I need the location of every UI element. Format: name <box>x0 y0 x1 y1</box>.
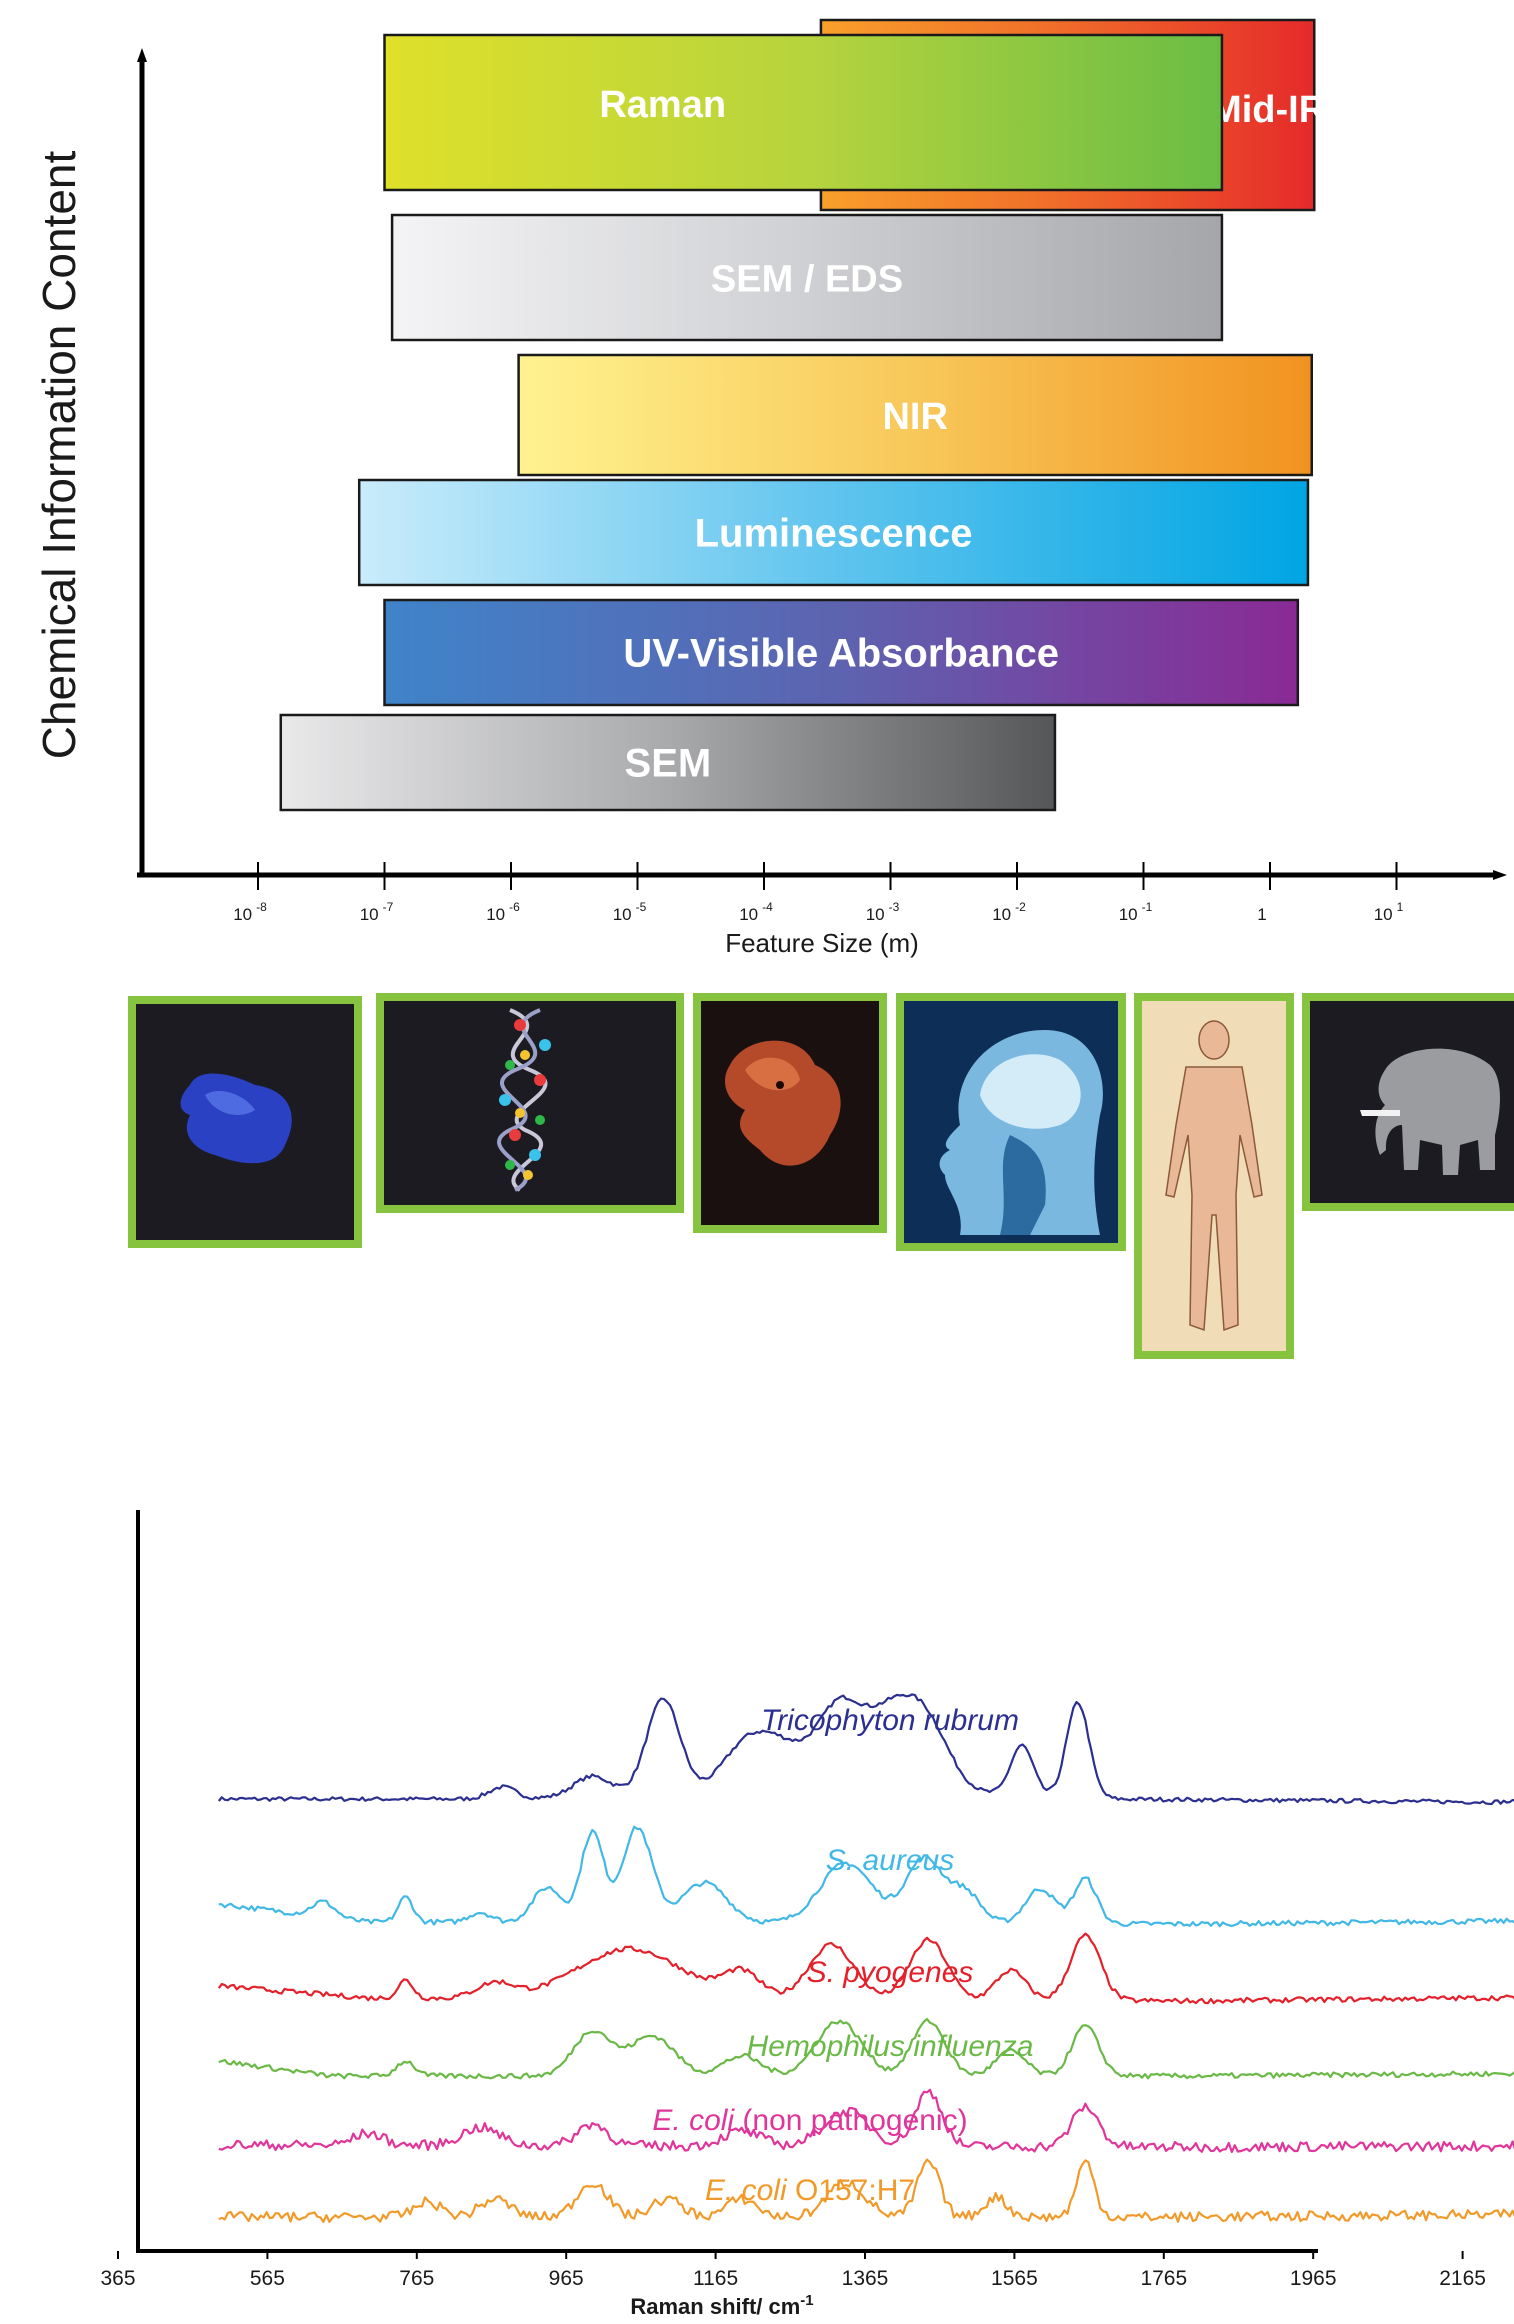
x-tick-label: 2165 <box>1439 2267 1486 2290</box>
bar-luminescence: Luminescence <box>357 478 1310 587</box>
series-label: E. coli O157:H7 <box>705 2174 915 2207</box>
x-tick-label: 1365 <box>842 2267 889 2290</box>
x-tick-label: 1565 <box>991 2267 1038 2290</box>
x-tick-label: 965 <box>549 2267 584 2290</box>
series-label: E. coli (non pathogenic) <box>652 2104 967 2137</box>
x-tick-label: 10 -4 <box>739 900 773 924</box>
bar-label: Luminescence <box>695 512 973 556</box>
x-tick-label: 10 -6 <box>486 900 520 924</box>
x-tick-label: 10 -2 <box>992 900 1026 924</box>
spectrum-tricophyton-rubrum <box>217 1693 1514 1806</box>
dna-helix-image <box>376 993 684 1213</box>
spectrum-hemophilus-influenza <box>218 2018 1514 2080</box>
x-tick-label: 1165 <box>693 2267 738 2290</box>
bar-uv-visible-absorbance: UV-Visible Absorbance <box>383 598 1300 707</box>
elephant-image <box>1302 993 1514 1211</box>
spectrum-e-coli-o157-h7 <box>218 2158 1514 2223</box>
x-tick-label: 1765 <box>1140 2267 1187 2290</box>
x-tick-label: 565 <box>250 2267 285 2290</box>
mri-head-image <box>896 993 1126 1251</box>
scale-image-strip <box>128 993 1514 1359</box>
raman-spectra-chart: 3655657659651165136515651765196521652365… <box>100 1510 1514 2319</box>
x-axis-label: Feature Size (m) <box>725 928 919 958</box>
bar-label: SEM <box>625 742 712 786</box>
x-axis-label: Raman shift/ cm-1 <box>630 2292 813 2319</box>
x-tick-label: 10 -8 <box>233 900 267 924</box>
x-tick-label: 365 <box>100 2267 135 2290</box>
y-axis-label: Chemical Information Content <box>33 151 85 760</box>
human-figure-image <box>1134 993 1294 1359</box>
x-tick-label: 10 -1 <box>1119 900 1153 924</box>
molecule-image <box>128 996 362 1248</box>
bar-label: Raman <box>599 84 726 126</box>
bar-sem: SEM <box>279 713 1057 812</box>
x-tick-label: 1 <box>1257 905 1266 924</box>
embryo-image <box>693 993 887 1233</box>
x-tick-label: 10 -7 <box>360 900 394 924</box>
series-label: Hemophilus influenza <box>747 2030 1034 2063</box>
series-label: Tricophyton rubrum <box>761 1704 1019 1737</box>
x-tick-label: 10 -3 <box>866 900 900 924</box>
spectrum-s-pyogenes <box>217 1932 1514 2005</box>
bar-label: UV-Visible Absorbance <box>623 632 1059 676</box>
bar-raman: Raman <box>383 33 1224 192</box>
spectrum-e-coli-non-pathogenic- <box>218 2088 1514 2153</box>
x-tick-label: 1965 <box>1290 2267 1337 2290</box>
bar-nir: NIR <box>517 353 1313 477</box>
x-tick-label: 10 1 <box>1374 900 1404 924</box>
bar-label: NIR <box>882 396 947 438</box>
x-tick-label: 10 -5 <box>613 900 647 924</box>
spectrum-s-aureus <box>218 1825 1514 1928</box>
bar-label: Mid-IR <box>1210 89 1326 131</box>
bar-label: SEM / EDS <box>711 259 903 301</box>
feature-size-chart: Chemical Information Content 10 -8 10 -7 10-… <box>33 18 1507 958</box>
bar-sem-eds: SEM / EDS <box>390 213 1224 342</box>
x-tick-label: 765 <box>399 2267 434 2290</box>
series-label: S. pyogenes <box>807 1956 974 1989</box>
series-label: S. aureus <box>826 1844 954 1877</box>
